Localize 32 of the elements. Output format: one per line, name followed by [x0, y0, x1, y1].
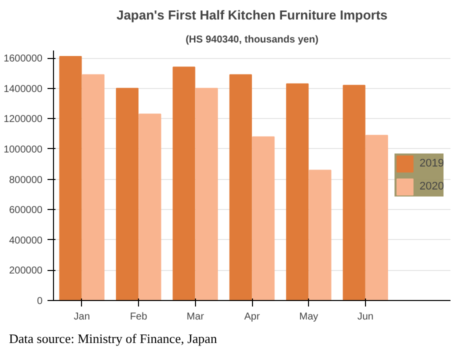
bar	[252, 136, 275, 300]
legend-label: 2019	[420, 158, 444, 170]
bar	[308, 170, 332, 300]
x-tick-label: Jan	[74, 312, 90, 322]
source-note: Data source: Ministry of Finance, Japan	[9, 330, 217, 348]
chart-subtitle: (HS 940340, thousands yen)	[186, 34, 318, 46]
bar	[342, 84, 366, 300]
y-tick-label: 1000000	[4, 144, 43, 156]
bar	[116, 88, 139, 300]
x-tick-label: Jun	[357, 312, 374, 322]
bar	[286, 83, 309, 300]
x-tick-label: Apr	[244, 312, 260, 322]
y-tick-label: 400000	[9, 235, 43, 246]
y-tick-label: 0	[36, 296, 43, 307]
y-tick-label: 600000	[9, 205, 43, 216]
bar	[229, 74, 252, 300]
legend-label: 2020	[420, 180, 444, 192]
x-tick-label: Feb	[130, 312, 148, 322]
y-tick-label: 1600000	[4, 54, 43, 65]
y-tick-label: 800000	[9, 174, 43, 186]
bar	[82, 74, 104, 300]
bar	[59, 56, 82, 300]
bar	[365, 134, 388, 300]
y-tick-label: 1200000	[4, 114, 43, 126]
y-tick-label: 200000	[9, 266, 43, 277]
bar	[138, 114, 162, 300]
bar	[172, 66, 196, 300]
x-tick-label: May	[299, 312, 318, 322]
y-tick-label: 1400000	[4, 84, 43, 95]
bar	[195, 88, 218, 300]
x-tick-label: Mar	[186, 312, 205, 322]
chart-title: Japan's First Half Kitchen Furniture Imports	[116, 8, 388, 22]
